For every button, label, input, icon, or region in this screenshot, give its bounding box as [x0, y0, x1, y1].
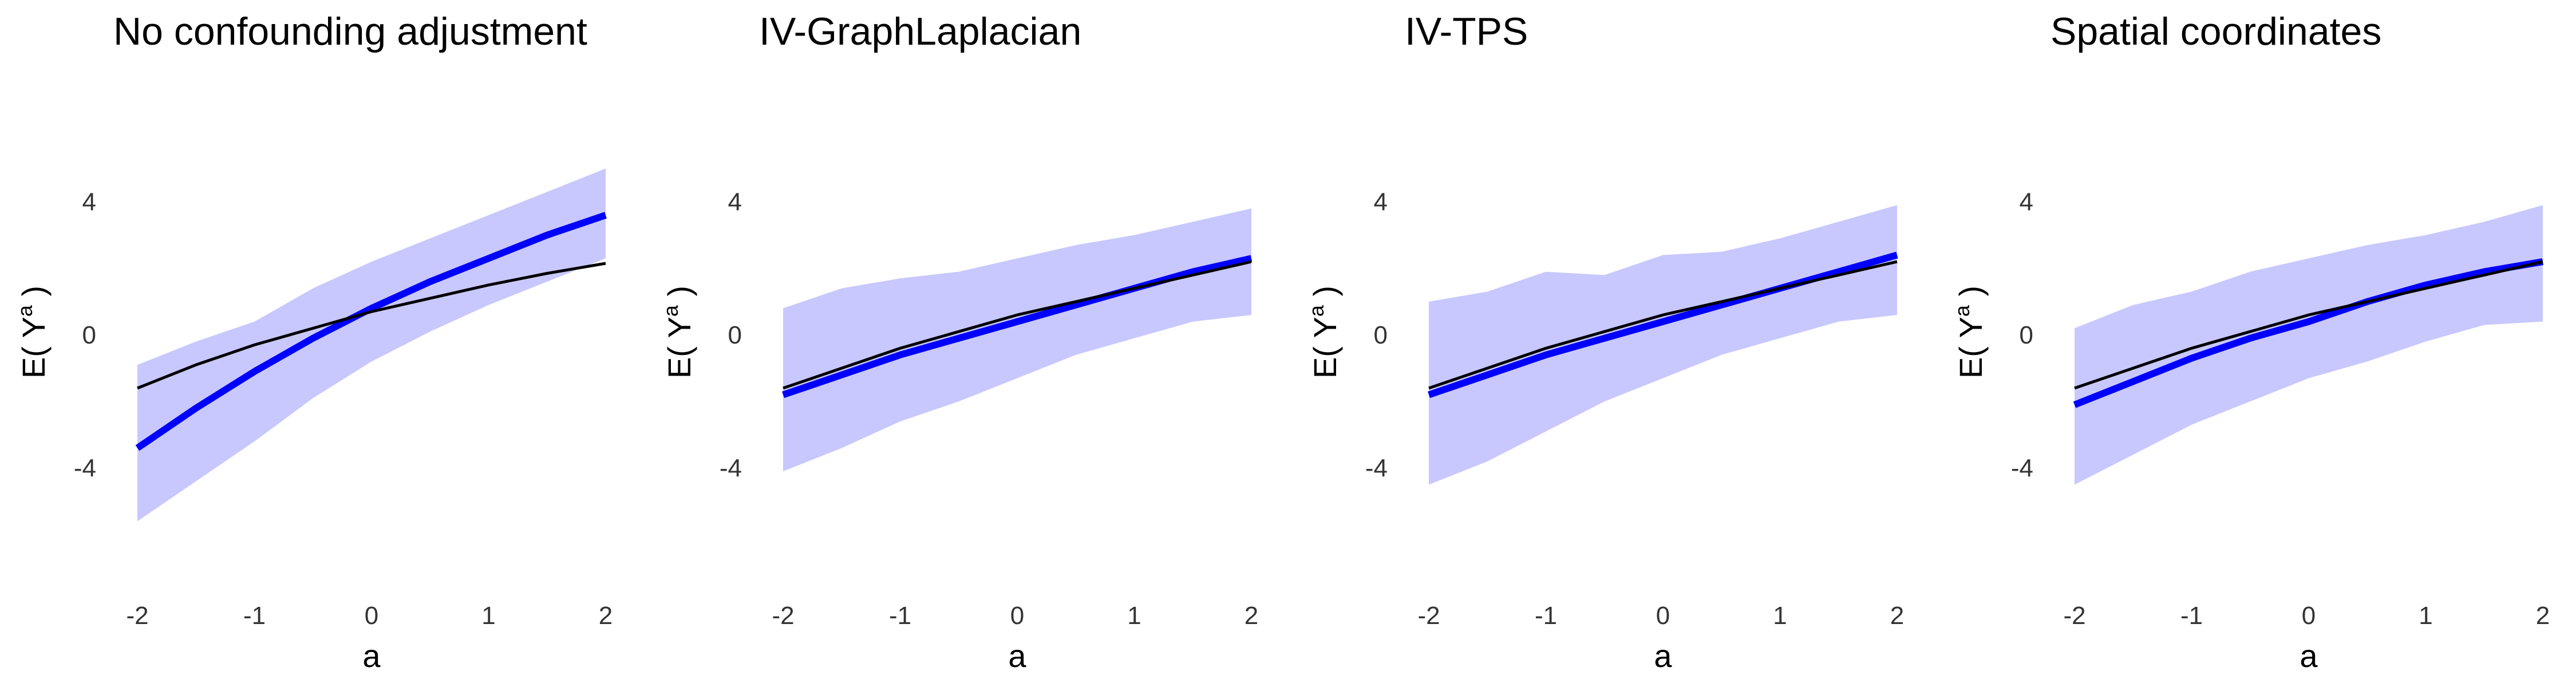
- y-tick-label: 0: [1374, 321, 1388, 349]
- x-tick-label: -2: [1417, 602, 1440, 630]
- true-curve-line: [1428, 260, 1898, 390]
- estimate-line: [2073, 258, 2544, 408]
- true-curve-line: [137, 262, 606, 390]
- x-tick-label: 1: [1127, 602, 1141, 630]
- y-tick-label: 4: [728, 188, 742, 216]
- x-axis-label: a: [1008, 638, 1026, 674]
- chart-panel-3: IV-TPS -2 -1 0 1 2 -4 0 4 a E( Ya ): [1305, 10, 1904, 674]
- confidence-band: [2075, 205, 2543, 485]
- panel-title: No confounding adjustment: [113, 10, 587, 53]
- x-tick-label: 1: [481, 602, 495, 630]
- confidence-band: [783, 208, 1251, 472]
- y-tick-label: -4: [1365, 455, 1388, 483]
- x-tick-label: -1: [243, 602, 266, 630]
- x-tick-label: 0: [365, 602, 378, 630]
- y-tick-label: -4: [74, 455, 96, 483]
- panel-title: IV-TPS: [1405, 10, 1528, 53]
- x-tick-label: -1: [889, 602, 911, 630]
- y-axis-label: E( Ya ): [1305, 286, 1343, 378]
- y-axis-label: E( Ya ): [1950, 286, 1989, 378]
- y-tick-label: 0: [728, 321, 742, 349]
- y-tick-label: 0: [2020, 321, 2033, 349]
- x-tick-label: -2: [772, 602, 794, 630]
- x-tick-label: 2: [1244, 602, 1258, 630]
- x-tick-label: 2: [599, 602, 613, 630]
- x-tick-label: 2: [1890, 602, 1904, 630]
- y-tick-label: 4: [2020, 188, 2033, 216]
- panel-title: Spatial coordinates: [2050, 10, 2381, 53]
- chart-panel-4: Spatial coordinates -2 -1 0 1 2 -4 0 4 a E( Ya ): [1950, 10, 2550, 674]
- y-tick-label: 0: [82, 321, 96, 349]
- x-tick-label: -1: [1535, 602, 1557, 630]
- x-tick-label: -1: [2180, 602, 2203, 630]
- y-tick-label: -4: [720, 455, 742, 483]
- true-curve-line: [783, 260, 1252, 390]
- y-axis-label: E( Ya ): [659, 286, 697, 378]
- y-axis-label: E( Ya ): [13, 286, 52, 378]
- x-tick-label: 1: [1773, 602, 1787, 630]
- y-tick-label: -4: [2011, 455, 2033, 483]
- x-tick-label: 0: [2302, 602, 2316, 630]
- x-tick-label: 1: [2419, 602, 2432, 630]
- estimate-line: [1428, 251, 1898, 398]
- x-tick-label: 2: [2536, 602, 2550, 630]
- chart-panel-1: No confounding adjustment -2 -1 0 1 2 -4 0 4 a E( …: [13, 10, 613, 674]
- x-tick-label: -2: [126, 602, 148, 630]
- estimate-line: [135, 212, 607, 451]
- true-curve-line: [2074, 260, 2543, 390]
- y-tick-label: 4: [82, 188, 96, 216]
- confidence-band: [1429, 205, 1897, 485]
- chart-panel-2: IV-GraphLaplacian -2 -1 0 1 2 -4 0 4 a E( Ya ): [659, 10, 1258, 674]
- x-axis-label: a: [362, 638, 381, 674]
- x-tick-label: -2: [2063, 602, 2085, 630]
- estimate-line: [782, 255, 1253, 398]
- panel-title: IV-GraphLaplacian: [759, 10, 1081, 53]
- x-axis-label: a: [2300, 638, 2318, 674]
- x-tick-label: 0: [1656, 602, 1670, 630]
- y-tick-label: 4: [1374, 188, 1388, 216]
- x-axis-label: a: [1654, 638, 1672, 674]
- x-tick-label: 0: [1010, 602, 1024, 630]
- confidence-band: [137, 168, 606, 522]
